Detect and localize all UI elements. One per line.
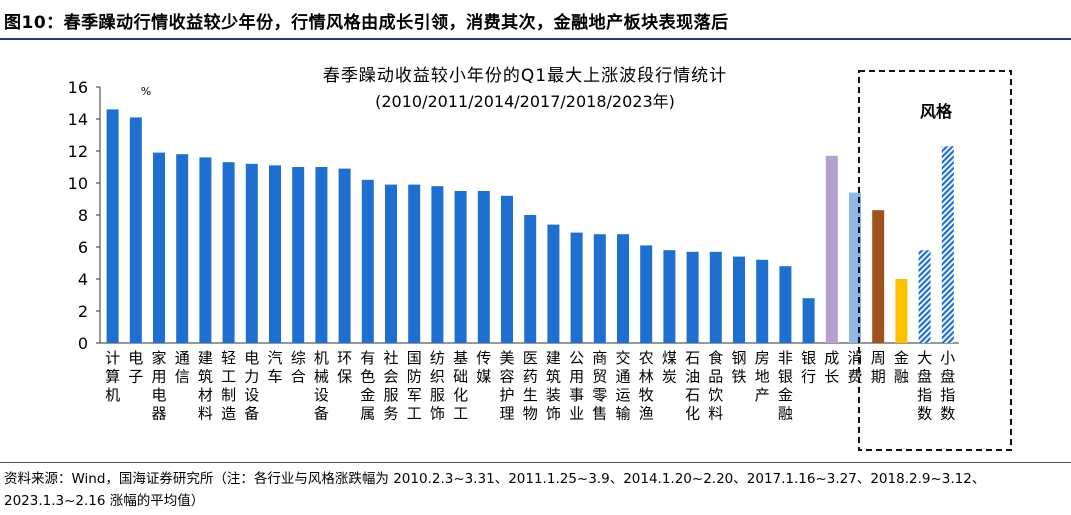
- x-tick-label: 农林牧渔: [639, 349, 654, 423]
- style-box: [858, 70, 1012, 451]
- x-tick-label: 食品饮料: [708, 349, 723, 423]
- bar-29: [756, 259, 769, 343]
- y-tick-label: 4: [78, 270, 88, 289]
- style-bar-3: [872, 210, 885, 343]
- x-tick-label: 交通运输: [615, 349, 630, 423]
- style-bar-5: [918, 250, 931, 343]
- x-tick-label: 家用电器: [151, 349, 166, 423]
- x-tick-label: 医药生物: [523, 349, 538, 423]
- bar-2: [129, 117, 142, 344]
- x-tick-label: 小盘指数: [940, 349, 955, 423]
- figure-title: 图10：春季躁动行情收益较少年份，行情风格由成长引领，消费其次，金融地产板块表现…: [4, 13, 729, 33]
- x-tick-label: 轻工制造: [221, 349, 236, 423]
- bar-26: [686, 251, 699, 343]
- y-tick-label: 16: [68, 78, 88, 97]
- chart-subtitle: (2010/2011/2014/2017/2018/2023年): [375, 92, 675, 111]
- x-tick-label: 环保: [337, 349, 352, 386]
- y-tick-label: 6: [78, 238, 88, 257]
- y-tick-label: 12: [68, 142, 88, 161]
- bar-9: [292, 167, 305, 343]
- x-tick-label: 建筑装饰: [546, 349, 561, 423]
- bar-6: [222, 162, 235, 343]
- bar-22: [593, 234, 606, 343]
- x-tick-label: 传媒: [476, 349, 491, 386]
- x-tick-label: 金融: [894, 349, 909, 386]
- bar-31: [802, 298, 815, 343]
- bar-14: [408, 184, 421, 343]
- x-tick-label: 基础化工: [453, 349, 468, 423]
- x-tick-label: 消费: [847, 349, 862, 386]
- x-tick-label: 公用事业: [569, 349, 584, 423]
- x-tick-label: 建筑材料: [198, 349, 213, 423]
- x-tick-label: 纺织服饰: [430, 349, 445, 423]
- y-unit-label: %: [141, 85, 151, 98]
- x-tick-label: 电力设备: [244, 349, 259, 423]
- x-tick-label: 房地产: [755, 349, 770, 404]
- bar-10: [315, 167, 328, 343]
- bar-15: [431, 186, 444, 343]
- bar-chart: 春季躁动收益较小年份的Q1最大上涨波段行情统计 (2010/2011/2014/…: [68, 66, 1012, 451]
- y-tick-label: 10: [68, 174, 88, 193]
- x-tick-label: 煤炭: [662, 349, 677, 386]
- x-tick-label: 社会服务: [383, 349, 398, 423]
- bar-19: [524, 215, 537, 343]
- bar-4: [176, 154, 189, 343]
- x-tick-label: 国防军工: [407, 349, 422, 423]
- x-tick-label: 综合: [291, 349, 306, 386]
- y-tick-label: 0: [78, 334, 88, 353]
- x-tick-label: 大盘指数: [917, 349, 932, 423]
- bar-12: [361, 179, 374, 343]
- bar-27: [709, 251, 722, 343]
- bar-8: [269, 165, 281, 343]
- bar-3: [153, 152, 165, 343]
- x-tick-label: 美容护理: [499, 349, 514, 423]
- y-tick-label: 14: [68, 110, 88, 129]
- bar-16: [454, 191, 467, 343]
- style-bar-1: [825, 155, 838, 343]
- x-tick-label: 商贸零售: [592, 349, 607, 423]
- x-tick-label: 电子: [128, 349, 143, 386]
- x-tick-label: 银行: [801, 349, 816, 386]
- bar-17: [477, 191, 490, 343]
- x-tick-label: 有色金属: [360, 349, 375, 423]
- x-tick-label: 计算机: [105, 349, 120, 404]
- x-tick-label: 石油石化: [685, 349, 700, 423]
- bar-7: [245, 163, 258, 343]
- x-tick-label: 汽车: [267, 349, 282, 386]
- bar-28: [733, 256, 745, 343]
- bar-30: [779, 266, 792, 343]
- y-tick-label: 2: [78, 302, 88, 321]
- x-tick-label: 钢铁: [731, 349, 746, 386]
- bar-21: [570, 232, 583, 343]
- style-bar-4: [895, 279, 908, 343]
- style-box-label: 风格: [920, 102, 953, 121]
- bar-11: [338, 168, 351, 343]
- bar-24: [640, 245, 653, 343]
- x-tick-label: 通信: [175, 349, 190, 386]
- bar-23: [617, 234, 629, 343]
- bar-18: [501, 195, 513, 343]
- title-rule: [0, 38, 1071, 40]
- x-tick-label: 周期: [871, 349, 886, 386]
- bar-20: [547, 224, 560, 343]
- bar-1: [106, 109, 119, 344]
- source-note: 资料来源：Wind，国海证券研究所（注：各行业与风格涨跌幅为 2010.2.3~…: [4, 471, 986, 509]
- style-bar-6: [941, 146, 954, 343]
- chart-title: 春季躁动收益较小年份的Q1最大上涨波段行情统计: [323, 66, 727, 86]
- bar-25: [663, 250, 676, 343]
- x-tick-label: 成长: [824, 349, 839, 386]
- bar-5: [199, 157, 212, 343]
- bar-13: [385, 184, 397, 343]
- y-tick-label: 8: [78, 206, 88, 225]
- x-tick-label: 机械设备: [314, 349, 329, 423]
- source-rule: [0, 462, 1071, 463]
- x-tick-label: 非银金融: [778, 349, 793, 423]
